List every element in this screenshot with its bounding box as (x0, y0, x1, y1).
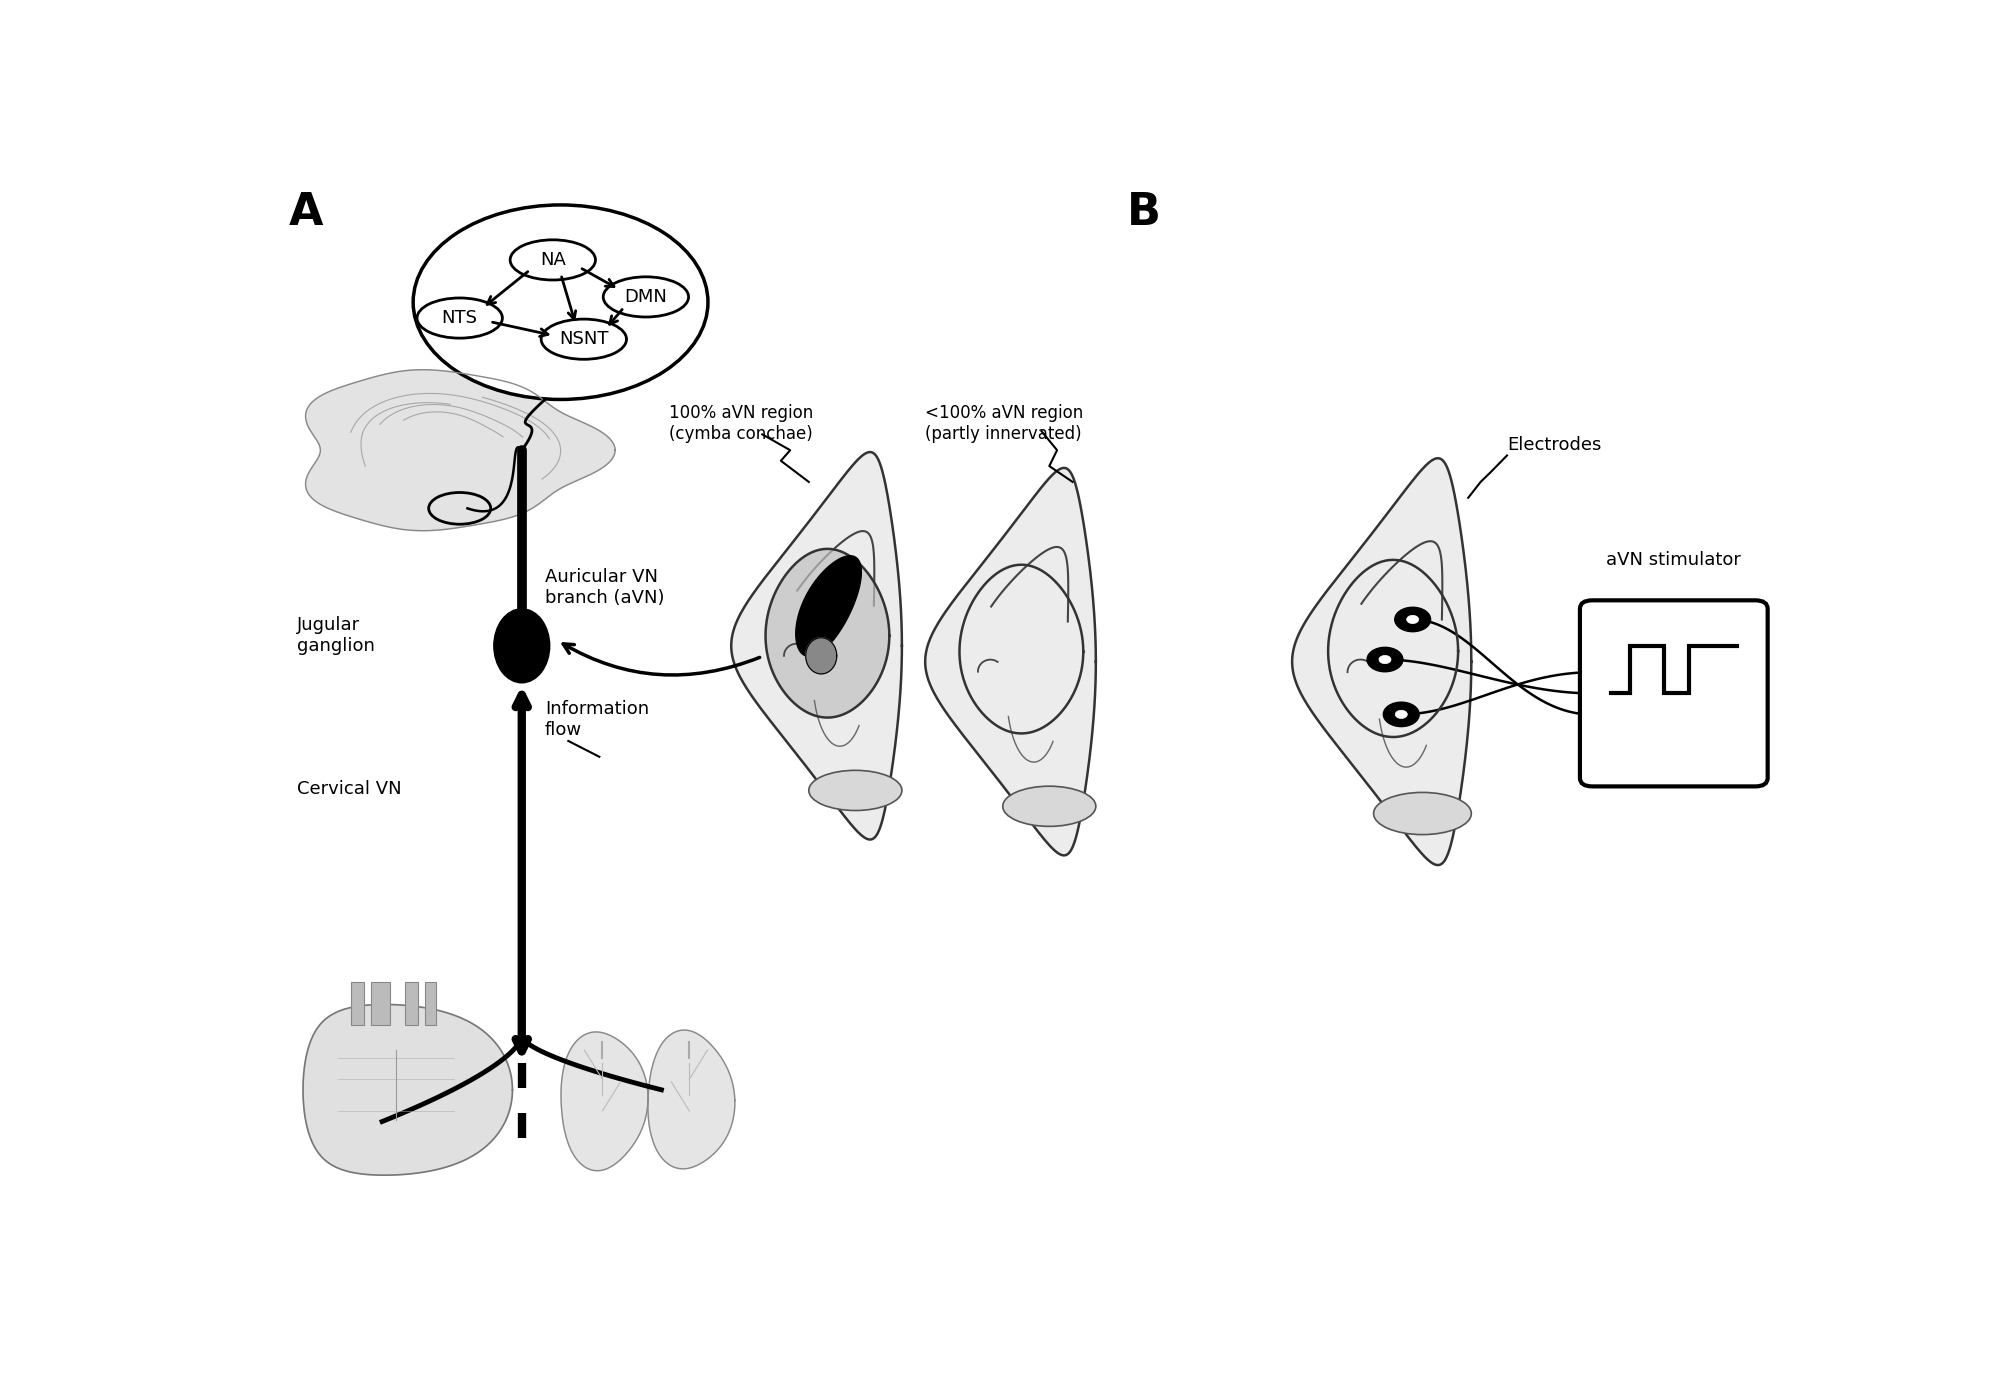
Circle shape (1395, 607, 1431, 632)
Text: 100% aVN region
(cymba conchae): 100% aVN region (cymba conchae) (669, 405, 813, 443)
Polygon shape (561, 1032, 649, 1171)
Ellipse shape (603, 277, 689, 317)
Bar (404, 982, 418, 1024)
Text: aVN stimulator: aVN stimulator (1606, 551, 1740, 568)
Text: A: A (288, 191, 324, 235)
Polygon shape (765, 549, 889, 718)
Ellipse shape (494, 608, 551, 682)
Ellipse shape (541, 319, 627, 360)
Text: Auricular VN
branch (aVN): Auricular VN branch (aVN) (545, 568, 665, 607)
Polygon shape (649, 1030, 735, 1168)
Polygon shape (731, 452, 901, 839)
Circle shape (1383, 702, 1419, 726)
Circle shape (1379, 655, 1391, 663)
Ellipse shape (809, 770, 901, 810)
Ellipse shape (1373, 792, 1471, 835)
Ellipse shape (511, 240, 595, 280)
Ellipse shape (412, 205, 709, 400)
Text: B: B (1127, 191, 1161, 235)
Bar (350, 982, 364, 1024)
Polygon shape (805, 637, 837, 674)
Text: <100% aVN region
(partly innervated): <100% aVN region (partly innervated) (925, 405, 1083, 443)
Text: NA: NA (541, 251, 567, 269)
Text: Jugular
ganglion: Jugular ganglion (296, 616, 374, 655)
Ellipse shape (1003, 787, 1095, 827)
Circle shape (1407, 615, 1419, 623)
Text: DMN: DMN (625, 288, 667, 306)
FancyBboxPatch shape (1580, 600, 1768, 787)
Text: Cervical VN: Cervical VN (296, 780, 402, 798)
Text: NTS: NTS (442, 309, 478, 327)
Circle shape (1395, 710, 1407, 718)
Bar (424, 982, 436, 1024)
Polygon shape (302, 1005, 513, 1175)
Polygon shape (925, 468, 1095, 855)
Text: Electrodes: Electrodes (1508, 435, 1602, 454)
Ellipse shape (416, 298, 503, 338)
Text: NSNT: NSNT (559, 330, 609, 349)
Polygon shape (1291, 459, 1471, 865)
Bar (370, 982, 390, 1024)
Polygon shape (306, 369, 615, 531)
Polygon shape (795, 556, 861, 656)
Text: Information
flow: Information flow (545, 700, 649, 739)
Circle shape (1367, 647, 1403, 671)
